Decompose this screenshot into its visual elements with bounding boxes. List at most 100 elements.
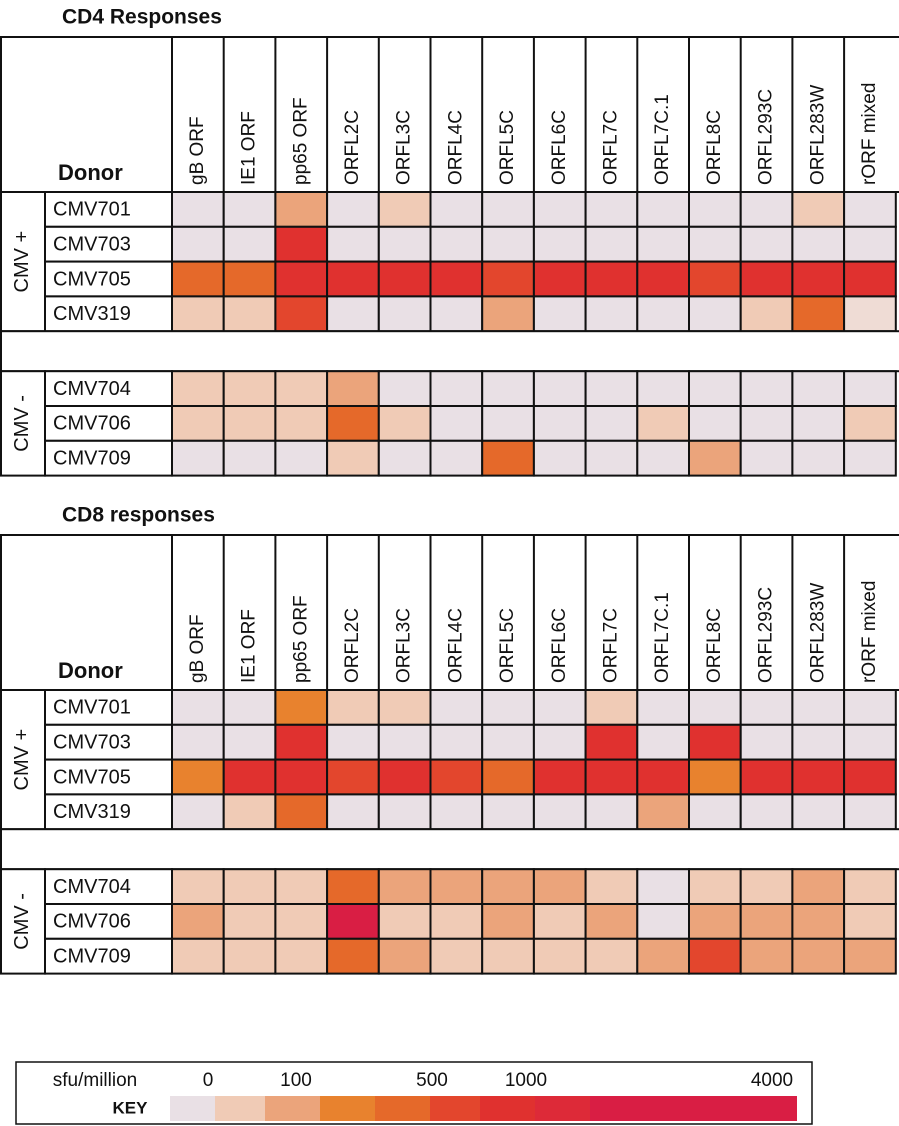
heatmap-cell bbox=[429, 937, 484, 975]
heatmap-cell bbox=[791, 370, 846, 408]
heatmap-cell bbox=[222, 903, 277, 940]
heatmap-cell bbox=[222, 758, 277, 796]
group-label: CMV + bbox=[11, 729, 33, 791]
heatmap-cell bbox=[739, 295, 794, 333]
key-title: KEY bbox=[113, 1098, 149, 1117]
heatmap-cell bbox=[688, 405, 742, 442]
heatmap-cell bbox=[377, 723, 432, 761]
table-title: CD8 responses bbox=[62, 504, 215, 527]
heatmap-cell bbox=[584, 903, 639, 940]
row-label: CMV703 bbox=[53, 233, 131, 255]
heatmap-cell bbox=[326, 260, 380, 298]
key-tick-label: 0 bbox=[203, 1070, 214, 1091]
heatmap-cell bbox=[532, 689, 587, 726]
heatmap-cell bbox=[481, 758, 535, 796]
row-label: CMV701 bbox=[53, 697, 131, 719]
heatmap-cell bbox=[791, 793, 846, 831]
row-label: CMV704 bbox=[53, 876, 131, 898]
heatmap-cell bbox=[843, 758, 897, 796]
heatmap-cell bbox=[481, 937, 535, 975]
heatmap-cell bbox=[532, 937, 587, 975]
heatmap-cell bbox=[326, 405, 380, 442]
heatmap-cell bbox=[222, 689, 277, 726]
heatmap-cell bbox=[791, 295, 846, 333]
heatmap-cell bbox=[739, 370, 794, 408]
heatmap-cell bbox=[636, 758, 690, 796]
key-swatch bbox=[590, 1096, 797, 1121]
row-label: CMV701 bbox=[53, 199, 131, 221]
heatmap-cell bbox=[274, 689, 329, 726]
heatmap-cell bbox=[584, 405, 639, 442]
column-label: ORFL8C bbox=[704, 608, 725, 683]
heatmap-cell bbox=[326, 370, 380, 408]
table-title: CD4 Responses bbox=[62, 6, 222, 29]
heatmap-cell bbox=[222, 370, 277, 408]
heatmap-cell bbox=[429, 295, 484, 333]
key-swatch bbox=[480, 1096, 535, 1121]
heatmap-cell bbox=[636, 439, 690, 477]
heatmap-cell bbox=[843, 793, 897, 831]
column-label: ORFL293C bbox=[756, 89, 777, 185]
row-label-cell bbox=[44, 405, 173, 442]
key-swatch bbox=[375, 1096, 430, 1121]
heatmap-cell bbox=[326, 903, 380, 940]
heatmap-cell bbox=[636, 225, 690, 263]
heatmap-cell bbox=[481, 295, 535, 333]
key-swatch bbox=[265, 1096, 320, 1121]
heatmap-cell bbox=[584, 439, 639, 477]
column-label: ORFL2C bbox=[342, 608, 363, 683]
heatmap-cell bbox=[791, 225, 846, 263]
heatmap-cell bbox=[843, 405, 897, 442]
heatmap-cell bbox=[377, 191, 432, 228]
column-label: ORFL3C bbox=[394, 110, 415, 185]
heatmap-cell bbox=[843, 191, 897, 228]
heatmap-cell bbox=[843, 260, 897, 298]
group-label: CMV + bbox=[11, 231, 33, 293]
heatmap-cell bbox=[843, 868, 897, 906]
heatmap-cell bbox=[636, 405, 690, 442]
heatmap-cell bbox=[584, 295, 639, 333]
heatmap-cell bbox=[326, 758, 380, 796]
heatmap-table: CD8 responses Donor gB ORF IE1 ORF pp65 ORF O… bbox=[0, 504, 899, 975]
heatmap-cell bbox=[326, 793, 380, 831]
heatmap-cell bbox=[688, 295, 742, 333]
group-gap bbox=[0, 330, 899, 373]
heatmap-cell bbox=[791, 937, 846, 975]
column-label: ORFL4C bbox=[445, 608, 466, 683]
heatmap-cell bbox=[688, 225, 742, 263]
group-label: CMV - bbox=[11, 395, 33, 452]
heatmap-cell bbox=[688, 191, 742, 228]
key-swatch bbox=[170, 1096, 215, 1121]
column-label: ORFL7C bbox=[600, 608, 621, 683]
heatmap-cell bbox=[791, 260, 846, 298]
heatmap-cell bbox=[222, 295, 277, 333]
column-label: ORFL7C.1 bbox=[652, 94, 673, 185]
heatmap-cell bbox=[636, 868, 690, 906]
heatmap-cell bbox=[688, 937, 742, 975]
heatmap-cell bbox=[274, 439, 329, 477]
heatmap-cell bbox=[222, 225, 277, 263]
heatmap-cell bbox=[481, 439, 535, 477]
heatmap-cell bbox=[636, 295, 690, 333]
heatmap-table: CD4 Responses Donor gB ORF IE1 ORF pp65 ORF O… bbox=[0, 6, 899, 477]
key-tick-label: 1000 bbox=[505, 1070, 547, 1091]
heatmap-cell bbox=[377, 937, 432, 975]
heatmap-cell bbox=[481, 260, 535, 298]
heatmap-cell bbox=[532, 370, 587, 408]
heatmap-cell bbox=[636, 260, 690, 298]
column-label: pp65 ORF bbox=[290, 595, 311, 683]
heatmap-cell bbox=[171, 793, 225, 831]
heatmap-cell bbox=[171, 225, 225, 263]
heatmap-cell bbox=[843, 723, 897, 761]
key-swatch bbox=[215, 1096, 265, 1121]
heatmap-cell bbox=[532, 723, 587, 761]
column-label: ORFL7C bbox=[600, 110, 621, 185]
key-swatch bbox=[320, 1096, 375, 1121]
heatmap-cell bbox=[739, 937, 794, 975]
heatmap-cell bbox=[843, 903, 897, 940]
heatmap-cell bbox=[274, 723, 329, 761]
row-label: CMV709 bbox=[53, 945, 131, 967]
heatmap-cell bbox=[222, 723, 277, 761]
heatmap-cell bbox=[274, 868, 329, 906]
